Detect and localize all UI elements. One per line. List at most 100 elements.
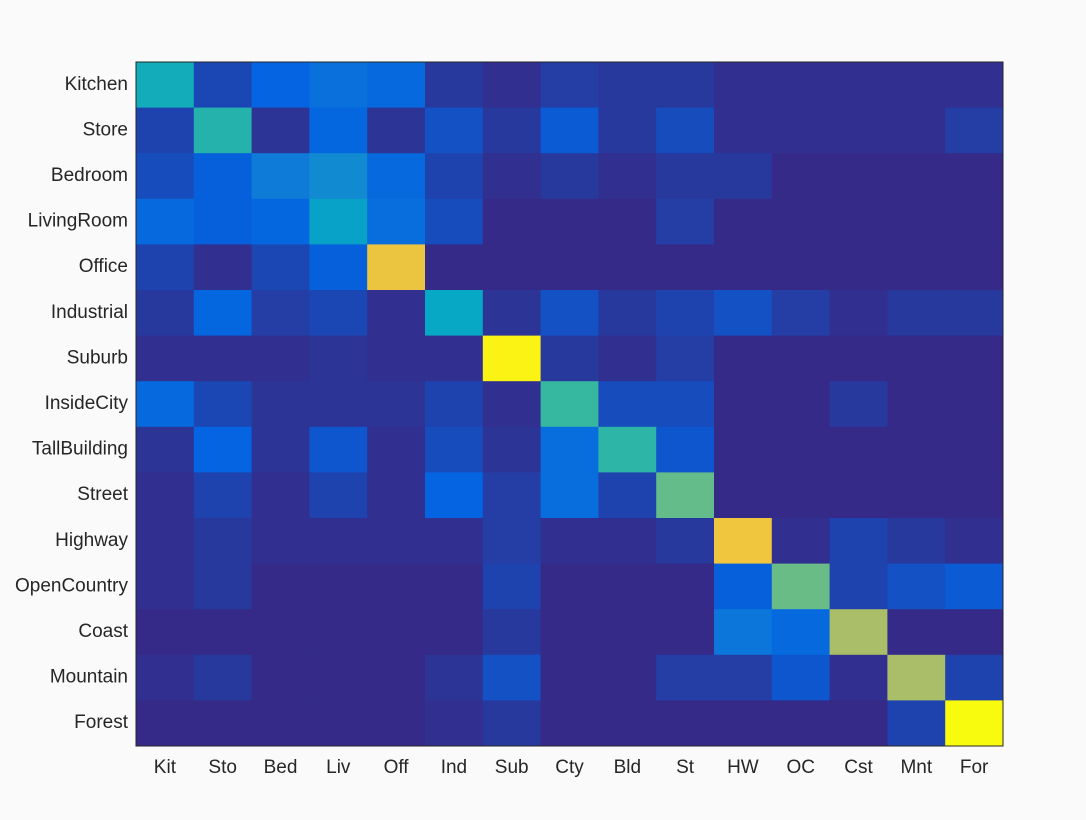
heatmap-cell bbox=[251, 198, 310, 245]
heatmap-cell bbox=[656, 472, 715, 519]
heatmap-cell bbox=[136, 700, 195, 747]
heatmap-cell bbox=[829, 198, 888, 245]
heatmap-cell bbox=[425, 700, 484, 747]
heatmap-cell bbox=[598, 472, 657, 519]
heatmap-cell bbox=[425, 563, 484, 610]
heatmap-cell bbox=[887, 426, 946, 473]
heatmap-cell bbox=[251, 654, 310, 701]
heatmap-cell bbox=[367, 472, 426, 519]
y-tick-label: Coast bbox=[78, 621, 128, 642]
heatmap-cell bbox=[945, 335, 1004, 382]
y-tick-label: OpenCountry bbox=[15, 575, 129, 596]
heatmap-cell bbox=[945, 153, 1004, 200]
heatmap-cell bbox=[829, 700, 888, 747]
heatmap-cell bbox=[714, 609, 773, 656]
x-tick-label: Mnt bbox=[900, 757, 932, 778]
heatmap-cell bbox=[714, 381, 773, 428]
x-tick-label: OC bbox=[786, 757, 815, 778]
heatmap-cell bbox=[136, 335, 195, 382]
heatmap-cell bbox=[309, 654, 368, 701]
x-tick-label: Sub bbox=[495, 757, 529, 778]
heatmap-cell bbox=[251, 335, 310, 382]
heatmap-cell bbox=[714, 198, 773, 245]
heatmap-cell bbox=[945, 381, 1004, 428]
heatmap-cell bbox=[136, 62, 195, 109]
heatmap-cell bbox=[309, 518, 368, 565]
heatmap-cell bbox=[656, 198, 715, 245]
heatmap-cell bbox=[309, 335, 368, 382]
heatmap-cell bbox=[482, 198, 542, 245]
heatmap-cell bbox=[251, 563, 310, 610]
heatmap-cell bbox=[656, 518, 715, 565]
x-tick-label: HW bbox=[727, 757, 759, 778]
heatmap-cell bbox=[540, 107, 599, 154]
heatmap-cell bbox=[309, 107, 368, 154]
heatmap-cell bbox=[887, 244, 946, 291]
heatmap-cell bbox=[425, 244, 484, 291]
x-tick-label: Liv bbox=[326, 757, 351, 778]
heatmap-cell bbox=[540, 198, 599, 245]
heatmap-cell bbox=[540, 244, 599, 291]
heatmap-cell bbox=[425, 426, 484, 473]
y-tick-label: InsideCity bbox=[45, 393, 129, 414]
heatmap-cell bbox=[540, 700, 599, 747]
heatmap-cell bbox=[136, 518, 195, 565]
heatmap-cell bbox=[136, 563, 195, 610]
heatmap-cell bbox=[656, 153, 715, 200]
heatmap-cell bbox=[714, 472, 773, 519]
heatmap-cell bbox=[598, 107, 657, 154]
heatmap-cell bbox=[136, 426, 195, 473]
x-tick-label: Sto bbox=[208, 757, 237, 778]
heatmap-cell bbox=[714, 654, 773, 701]
heatmap-cell bbox=[309, 290, 368, 337]
heatmap-cell bbox=[367, 563, 426, 610]
heatmap-cell bbox=[887, 153, 946, 200]
heatmap-cell bbox=[367, 654, 426, 701]
x-tick-label: St bbox=[676, 757, 695, 778]
heatmap-cell bbox=[771, 518, 831, 565]
heatmap-cell bbox=[598, 290, 657, 337]
heatmap-cell bbox=[714, 426, 773, 473]
heatmap-cell bbox=[367, 153, 426, 200]
x-tick-label: Bed bbox=[264, 757, 298, 778]
heatmap-cell bbox=[829, 518, 888, 565]
heatmap-cell bbox=[482, 62, 542, 109]
x-tick-label: Bld bbox=[614, 757, 641, 778]
heatmap-cell bbox=[425, 335, 484, 382]
heatmap-cell bbox=[887, 563, 946, 610]
x-tick-label: Cty bbox=[555, 757, 584, 778]
y-tick-label: Suburb bbox=[67, 347, 128, 368]
heatmap-cell bbox=[829, 335, 888, 382]
y-tick-label: Kitchen bbox=[65, 74, 128, 95]
heatmap-cell bbox=[367, 198, 426, 245]
heatmap-cell bbox=[656, 563, 715, 610]
heatmap-cell bbox=[193, 654, 253, 701]
heatmap-cell bbox=[771, 700, 831, 747]
heatmap-cell bbox=[887, 107, 946, 154]
heatmap-cell bbox=[193, 290, 253, 337]
heatmap-cell bbox=[656, 244, 715, 291]
y-tick-label: Industrial bbox=[51, 302, 128, 323]
heatmap-cell bbox=[482, 563, 542, 610]
heatmap-cell bbox=[367, 518, 426, 565]
heatmap-cell bbox=[482, 153, 542, 200]
y-tick-label: Street bbox=[77, 484, 128, 505]
heatmap-cell bbox=[136, 381, 195, 428]
heatmap-cell bbox=[771, 563, 831, 610]
heatmap-cell bbox=[598, 153, 657, 200]
heatmap-cell bbox=[598, 563, 657, 610]
heatmap-cell bbox=[656, 335, 715, 382]
heatmap-cell bbox=[771, 472, 831, 519]
heatmap-cell bbox=[482, 290, 542, 337]
heatmap-cell bbox=[251, 62, 310, 109]
heatmap-cell bbox=[540, 153, 599, 200]
heatmap-cell bbox=[887, 198, 946, 245]
heatmap-cell bbox=[136, 198, 195, 245]
heatmap-cell bbox=[251, 244, 310, 291]
heatmap-cell bbox=[482, 107, 542, 154]
heatmap-cell bbox=[540, 518, 599, 565]
heatmap-cell bbox=[598, 426, 657, 473]
heatmap-cell bbox=[193, 381, 253, 428]
heatmap-cell bbox=[136, 654, 195, 701]
